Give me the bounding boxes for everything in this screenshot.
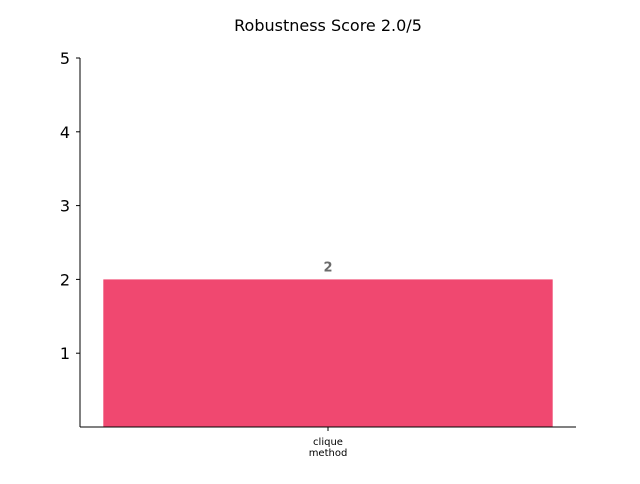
y-tick-label: 3	[60, 197, 70, 216]
bar	[103, 279, 553, 427]
y-tick-label: 5	[60, 49, 70, 68]
bar-value-label: 2	[323, 260, 332, 275]
y-tick-label: 4	[60, 123, 70, 142]
plot-area: 2 clique method 1 2 3 4 5	[60, 49, 576, 459]
x-tick-label-line: method	[309, 448, 348, 459]
x-tick-label: clique method	[309, 437, 348, 459]
chart-title: Robustness Score 2.0/5	[234, 16, 422, 35]
y-tick-label: 2	[60, 270, 70, 289]
y-tick-label: 1	[60, 344, 70, 363]
x-tick-label-line: clique	[313, 437, 343, 448]
